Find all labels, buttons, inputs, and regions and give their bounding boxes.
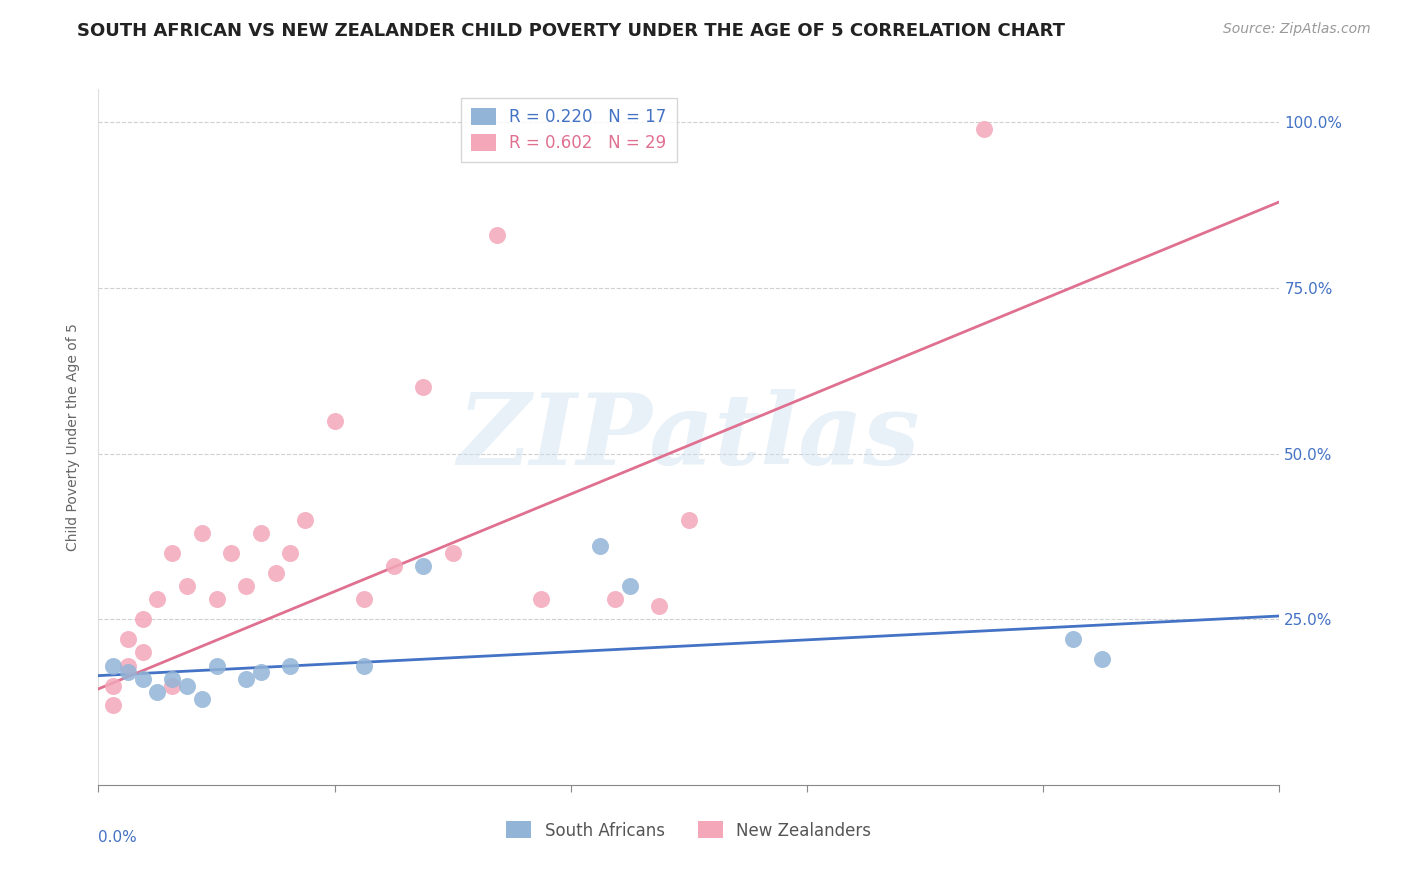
Point [280, 658, 302, 673]
Point [264, 566, 287, 580]
Point [250, 665, 273, 680]
Point [353, 592, 375, 607]
Point [221, 546, 243, 560]
Text: SOUTH AFRICAN VS NEW ZEALANDER CHILD POVERTY UNDER THE AGE OF 5 CORRELATION CHAR: SOUTH AFRICAN VS NEW ZEALANDER CHILD POV… [77, 22, 1066, 40]
Point [103, 679, 125, 693]
Point [103, 658, 125, 673]
Point [162, 679, 183, 693]
Point [1062, 632, 1084, 647]
Point [146, 685, 169, 699]
Point [117, 658, 139, 673]
Point [205, 658, 228, 673]
Point [382, 559, 405, 574]
Point [117, 632, 139, 647]
Legend: South Africans, New Zealanders: South Africans, New Zealanders [499, 814, 879, 847]
Point [132, 645, 155, 659]
Point [250, 526, 273, 541]
Point [441, 546, 464, 560]
Point [176, 679, 198, 693]
Point [678, 513, 700, 527]
Point [280, 546, 302, 560]
Text: ZIPatlas: ZIPatlas [458, 389, 920, 485]
Point [530, 592, 553, 607]
Point [162, 546, 183, 560]
Point [412, 380, 434, 394]
Point [162, 672, 183, 686]
Y-axis label: Child Poverty Under the Age of 5: Child Poverty Under the Age of 5 [66, 323, 80, 551]
Text: 0.0%: 0.0% [98, 830, 138, 846]
Point [648, 599, 671, 613]
Point [486, 227, 509, 242]
Point [117, 665, 139, 680]
Point [235, 672, 257, 686]
Point [176, 579, 198, 593]
Point [103, 698, 125, 713]
Point [205, 592, 228, 607]
Point [191, 691, 214, 706]
Point [146, 592, 169, 607]
Point [294, 513, 316, 527]
Point [132, 612, 155, 626]
Point [973, 122, 995, 136]
Point [132, 672, 155, 686]
Point [589, 540, 612, 554]
Point [619, 579, 641, 593]
Point [235, 579, 257, 593]
Point [353, 658, 375, 673]
Point [605, 592, 627, 607]
Text: Source: ZipAtlas.com: Source: ZipAtlas.com [1223, 22, 1371, 37]
Point [1091, 652, 1114, 666]
Point [412, 559, 434, 574]
Point [191, 526, 214, 541]
Point [323, 413, 346, 427]
